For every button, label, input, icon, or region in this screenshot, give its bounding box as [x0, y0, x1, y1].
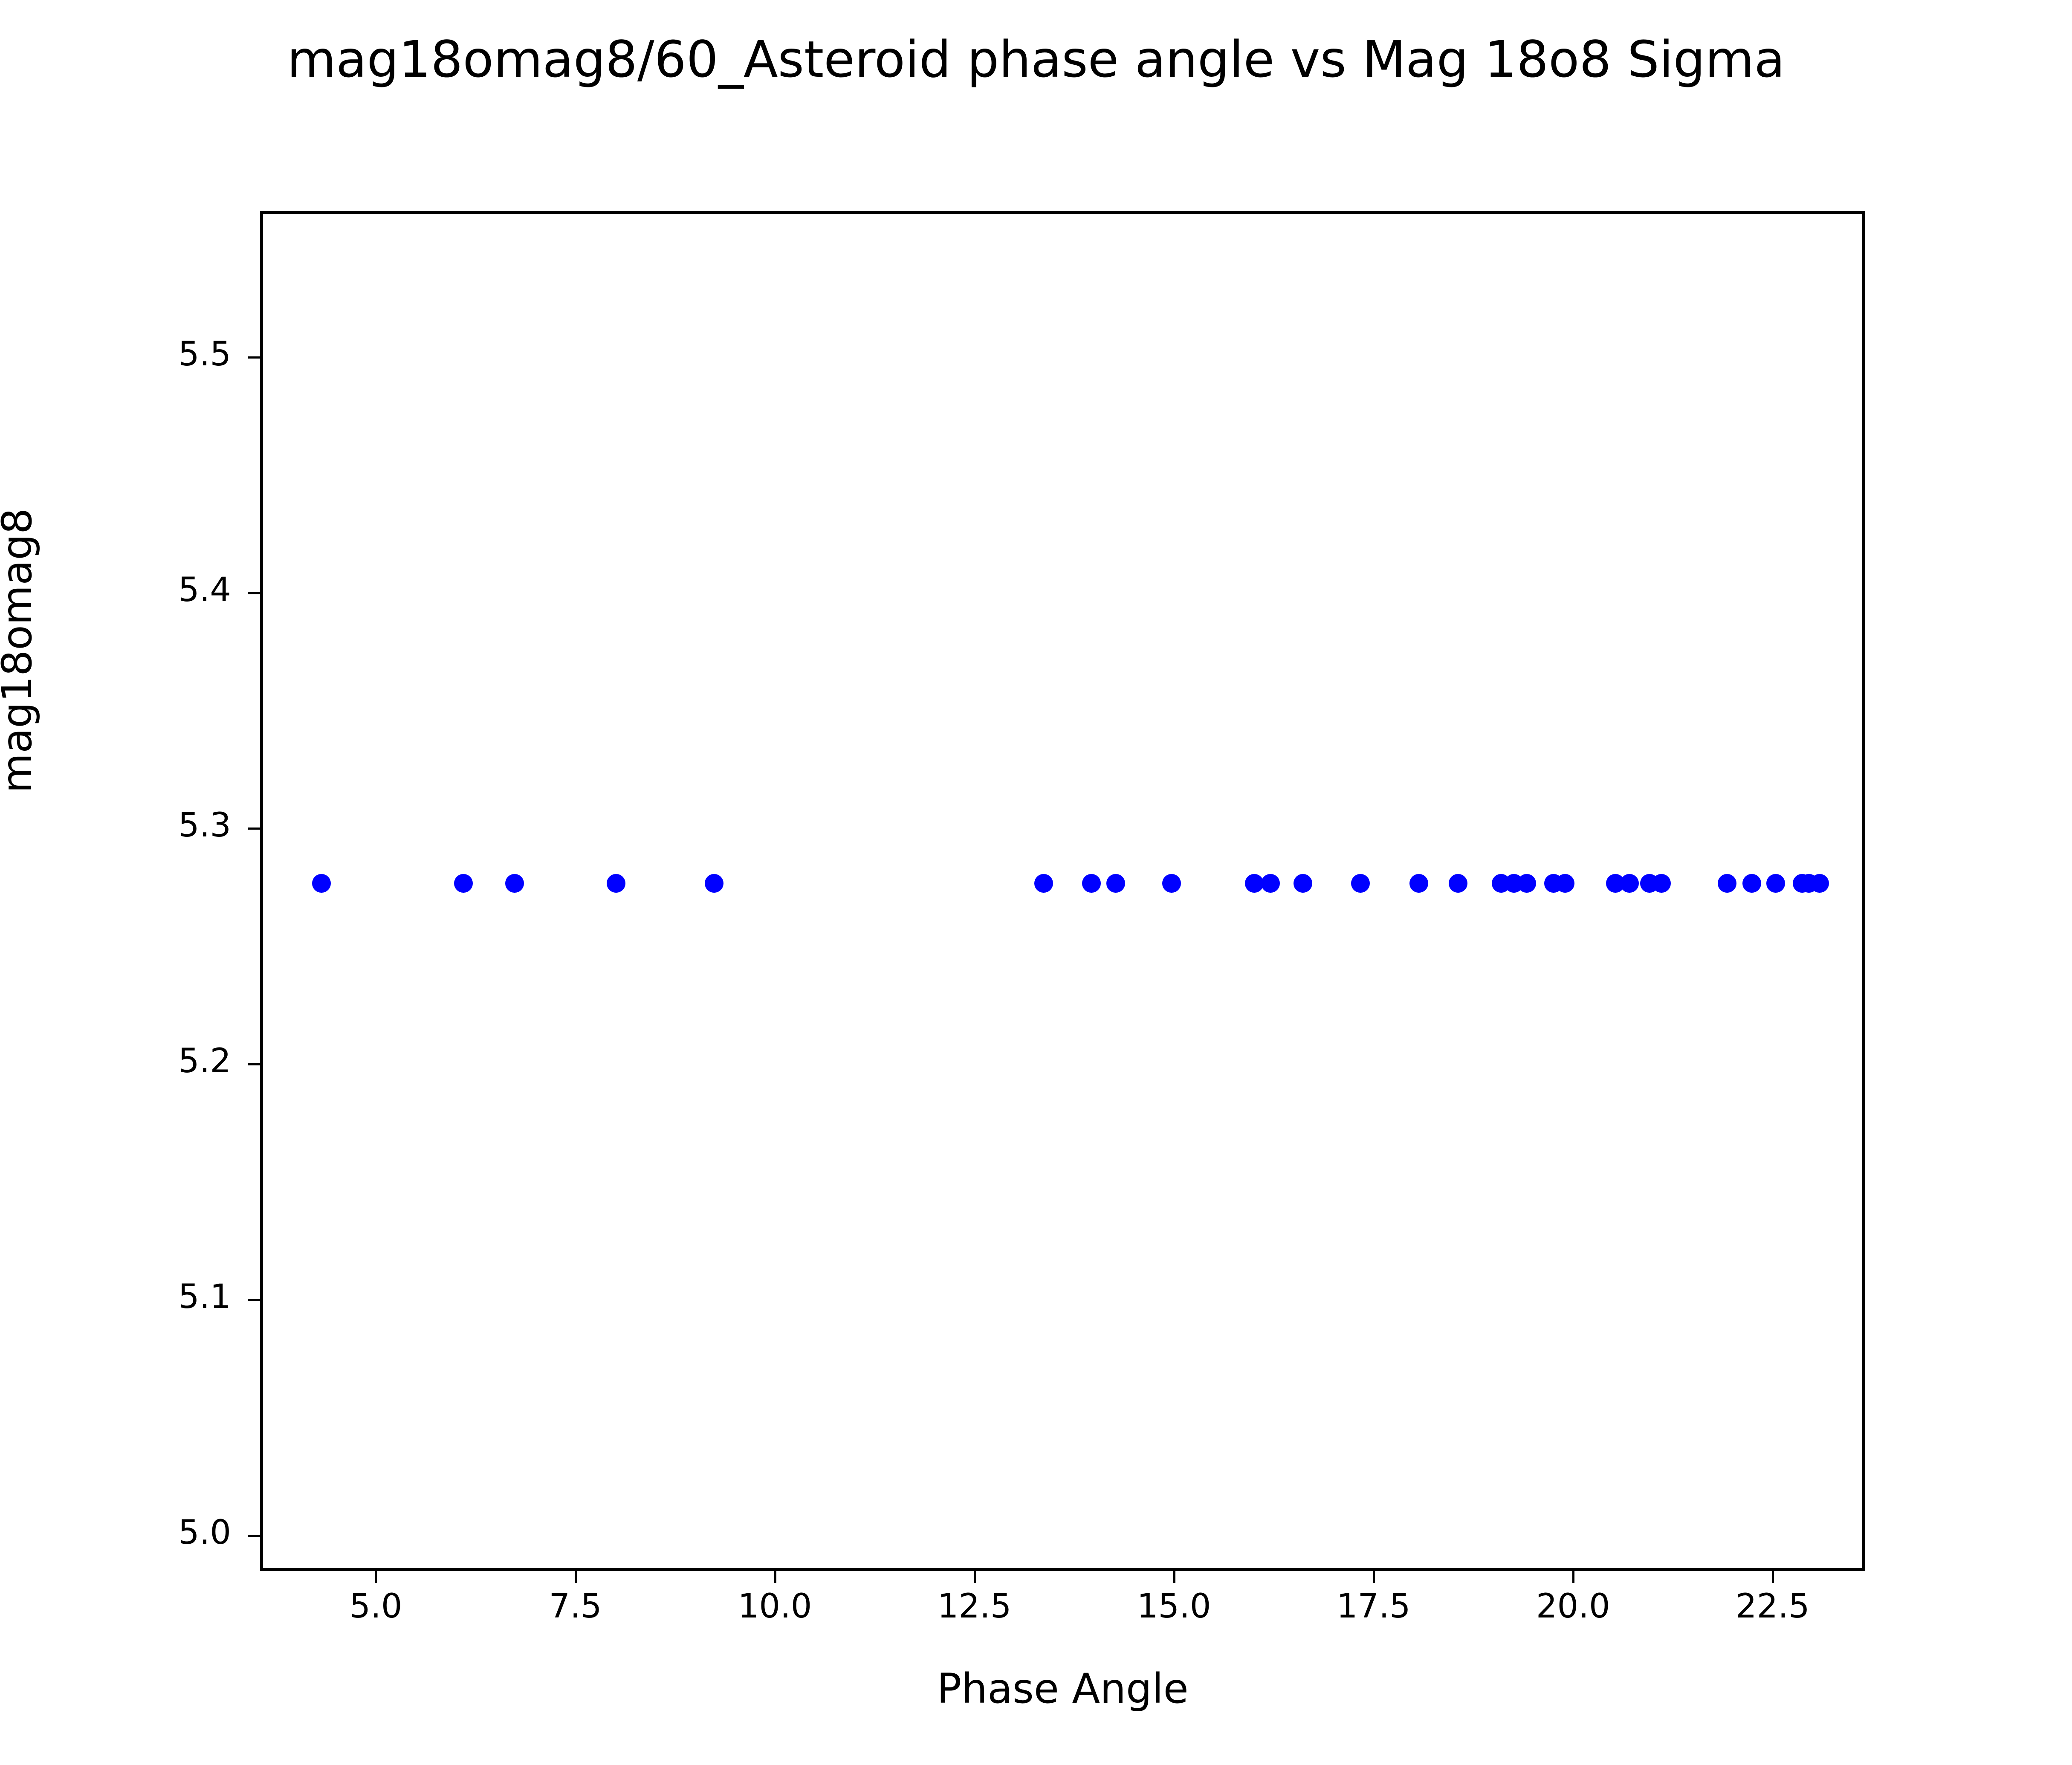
data-point [1766, 874, 1785, 893]
x-tick-mark [1173, 1571, 1175, 1583]
x-tick-label: 15.0 [1137, 1587, 1211, 1626]
chart-title: mag18omag8/60_Asteroid phase angle vs Ma… [287, 30, 1785, 89]
plot-area [260, 211, 1865, 1571]
x-tick-mark [375, 1571, 377, 1583]
data-point [1082, 874, 1101, 893]
data-point [1652, 874, 1671, 893]
x-tick-mark [973, 1571, 976, 1583]
data-point [505, 874, 524, 893]
data-point [1810, 874, 1829, 893]
y-tick-mark [248, 1535, 260, 1537]
data-point [1517, 874, 1536, 893]
x-tick-label: 7.5 [549, 1587, 602, 1626]
x-axis-label: Phase Angle [937, 1665, 1189, 1713]
data-point [1620, 874, 1639, 893]
data-point [1351, 874, 1370, 893]
data-point [1162, 874, 1181, 893]
y-tick-label: 5.4 [178, 570, 231, 609]
x-tick-mark [574, 1571, 577, 1583]
y-tick-mark [248, 592, 260, 594]
y-tick-label: 5.3 [178, 806, 231, 845]
data-point [1034, 874, 1053, 893]
x-tick-label: 12.5 [937, 1587, 1012, 1626]
data-point [1742, 874, 1761, 893]
x-tick-mark [774, 1571, 776, 1583]
y-tick-label: 5.2 [178, 1042, 231, 1081]
data-point [1261, 874, 1280, 893]
data-point [1717, 874, 1736, 893]
x-tick-mark [1372, 1571, 1375, 1583]
y-tick-label: 5.5 [178, 335, 231, 373]
data-point [1555, 874, 1574, 893]
data-point [454, 874, 473, 893]
data-point [606, 874, 625, 893]
x-tick-mark [1771, 1571, 1774, 1583]
data-point [1448, 874, 1467, 893]
data-point [704, 874, 723, 893]
y-axis-label: mag18omag8 [0, 508, 41, 793]
data-point [312, 874, 331, 893]
y-tick-mark [248, 1299, 260, 1302]
y-tick-mark [248, 1063, 260, 1066]
x-tick-label: 20.0 [1536, 1587, 1610, 1626]
y-tick-label: 5.0 [178, 1513, 231, 1552]
data-point [1409, 874, 1428, 893]
data-point [1106, 874, 1125, 893]
x-tick-label: 5.0 [349, 1587, 402, 1626]
y-tick-label: 5.1 [178, 1278, 231, 1317]
x-tick-label: 10.0 [738, 1587, 812, 1626]
x-tick-label: 17.5 [1336, 1587, 1411, 1626]
data-point [1245, 874, 1264, 893]
y-tick-mark [248, 356, 260, 359]
x-tick-mark [1572, 1571, 1574, 1583]
y-tick-mark [248, 828, 260, 830]
x-tick-label: 22.5 [1735, 1587, 1810, 1626]
data-point [1294, 874, 1313, 893]
